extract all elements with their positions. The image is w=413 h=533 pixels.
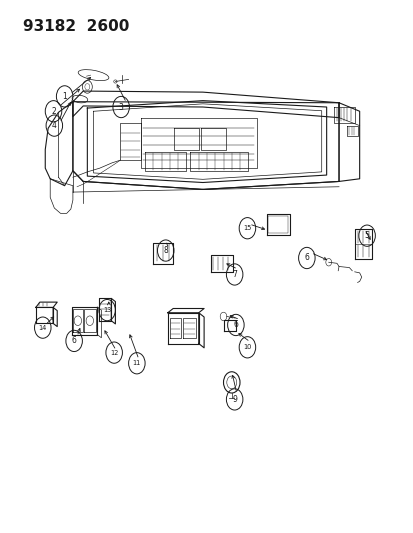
Text: 2: 2 bbox=[51, 107, 56, 116]
Text: 13: 13 bbox=[103, 307, 111, 313]
Text: 14: 14 bbox=[38, 325, 47, 330]
Text: 10: 10 bbox=[243, 344, 251, 350]
Text: 11: 11 bbox=[133, 360, 141, 366]
Text: 15: 15 bbox=[243, 225, 251, 231]
Text: 7: 7 bbox=[232, 270, 237, 279]
Text: 5: 5 bbox=[364, 231, 369, 240]
Text: 4: 4 bbox=[52, 121, 57, 130]
Text: 8: 8 bbox=[163, 246, 168, 255]
Text: 12: 12 bbox=[110, 350, 118, 356]
Text: 3: 3 bbox=[119, 102, 123, 111]
Text: 93182  2600: 93182 2600 bbox=[23, 19, 129, 34]
Text: 6: 6 bbox=[233, 320, 238, 329]
Text: 1: 1 bbox=[62, 92, 67, 101]
Text: 6: 6 bbox=[71, 336, 76, 345]
Text: 6: 6 bbox=[304, 254, 309, 262]
Text: 9: 9 bbox=[232, 395, 237, 404]
